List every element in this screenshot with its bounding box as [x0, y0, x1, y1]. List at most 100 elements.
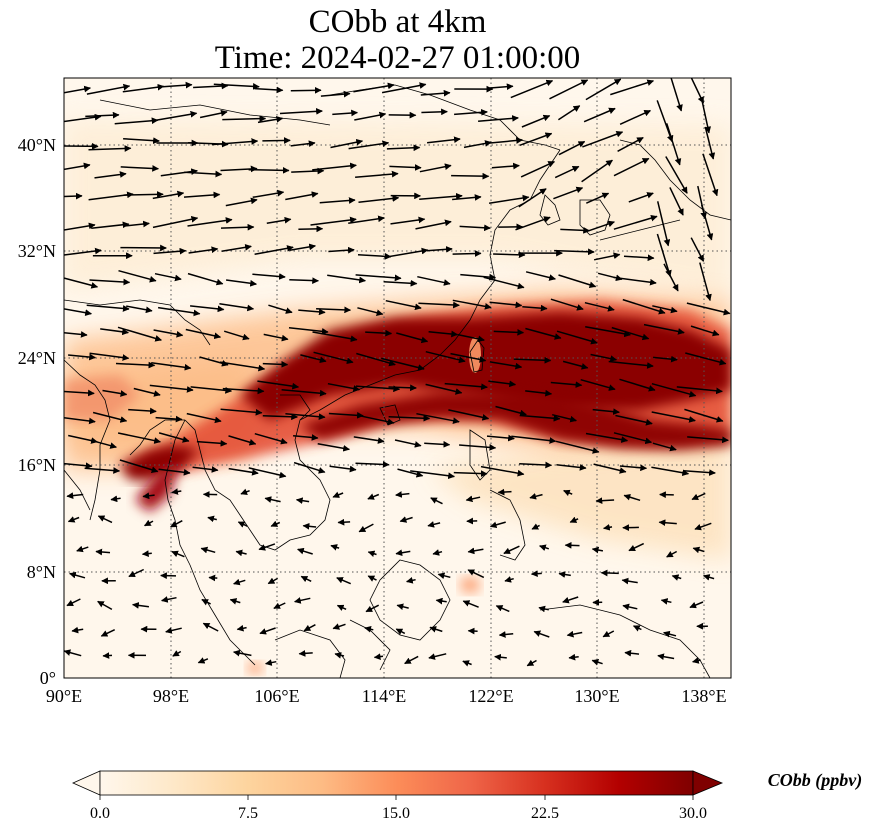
wind-vector-arrow [364, 625, 374, 633]
wind-vector-arrow [222, 115, 267, 123]
wind-vector-arrow [367, 575, 377, 582]
wind-vector-arrow [199, 109, 228, 119]
wind-vector-arrow [334, 652, 345, 659]
wind-vector-arrow [623, 254, 655, 262]
wind-vector-arrow [297, 547, 313, 555]
wind-vector-arrow [702, 153, 719, 197]
wind-vector-arrow [494, 653, 507, 661]
wind-vector-arrow [558, 274, 597, 289]
colorbar-title: CObb (ppbv) [767, 770, 863, 790]
wind-vector-arrow [300, 354, 327, 364]
wind-vector-arrow [384, 247, 429, 259]
wind-vector-arrow [120, 165, 159, 172]
colorbar-tick-label: 30.0 [679, 805, 707, 822]
wind-vector-arrow [64, 649, 82, 657]
wind-vector-arrow [652, 442, 677, 452]
wind-vector-arrow [590, 353, 618, 362]
wind-vector-arrow [158, 432, 190, 443]
wind-vector-arrow [262, 360, 289, 368]
wind-vector-arrow [285, 412, 326, 421]
wind-vector-arrow [520, 161, 556, 178]
wind-vector-arrow [651, 466, 690, 477]
wind-vector-arrow [424, 440, 451, 448]
wind-vector-arrow [435, 597, 447, 605]
wind-vector-arrow [603, 523, 613, 531]
wind-vector-arrow [530, 570, 542, 578]
wind-vector-arrow [585, 326, 631, 338]
wind-vector-arrow [373, 653, 384, 660]
colorbar-min-extend [72, 770, 101, 796]
wind-vector-arrow [100, 328, 129, 336]
wind-vector-arrow [394, 439, 422, 448]
wind-vector-arrow [353, 82, 395, 93]
wind-vector-arrow [225, 197, 258, 207]
wind-vector-arrow [221, 244, 252, 253]
wind-vector-arrow [676, 386, 723, 395]
wind-vector-arrow [666, 550, 678, 558]
wind-vector-arrow [355, 274, 402, 282]
wind-vector-arrow [141, 550, 152, 557]
wind-vector-arrow [554, 248, 595, 256]
wind-vector-arrow [480, 465, 525, 477]
wind-vector-arrow [288, 327, 329, 335]
wind-vector-arrow [519, 132, 553, 147]
wind-vector-arrow [88, 145, 132, 152]
wind-vector-arrow [252, 189, 285, 199]
wind-vector-arrow [154, 272, 182, 282]
wind-vector-arrow [302, 522, 317, 530]
wind-vector-arrow [467, 569, 485, 579]
wind-vector-arrow [285, 191, 319, 201]
wind-vector-arrow [669, 187, 684, 216]
wind-vector-arrow [503, 545, 520, 555]
wind-vector-arrow [219, 303, 255, 312]
wind-vector-arrow [327, 274, 366, 284]
wind-vector-arrow [233, 649, 252, 657]
wind-vector-arrow [165, 627, 182, 634]
wind-vector-arrow [153, 329, 184, 338]
wind-vector-arrow [660, 598, 672, 605]
wind-vector-arrow [298, 650, 313, 657]
wind-vector-arrow [268, 304, 293, 314]
wind-vector-arrow [153, 247, 187, 255]
colorbar-tick-label: 22.5 [531, 805, 559, 822]
wind-vector-arrow [289, 243, 316, 251]
wind-vector-arrow [617, 136, 644, 152]
wind-vector-arrow [264, 496, 281, 503]
wind-vector-arrow [396, 603, 409, 611]
wind-vector-arrow [489, 361, 523, 370]
wind-vector-arrow [329, 465, 357, 473]
wind-vector-arrow [593, 252, 621, 261]
wind-vector-arrow [76, 545, 89, 553]
wind-vector-arrow [622, 603, 638, 611]
wind-vector-arrow [454, 108, 488, 116]
wind-vector-arrow [580, 378, 616, 391]
wind-vector-arrow [254, 432, 288, 445]
wind-vector-arrow [397, 468, 424, 478]
wind-vector-arrow [420, 89, 451, 97]
wind-vector-arrow [332, 491, 344, 498]
map-panel [63, 77, 732, 679]
wind-vector-arrow [613, 157, 650, 177]
wind-vector-arrow [172, 650, 182, 657]
colorbar [72, 770, 724, 800]
wind-vector-arrow [64, 142, 99, 150]
wind-vector-arrow [564, 541, 580, 549]
wind-vector-arrow [584, 301, 615, 312]
wind-vector-arrow [190, 386, 233, 394]
wind-vector-arrow [518, 188, 547, 208]
wind-vector-arrow [132, 602, 149, 609]
wind-vector-arrow [289, 277, 319, 284]
wind-vector-arrow [628, 192, 654, 203]
wind-vector-arrow [248, 167, 290, 174]
wind-vector-arrow [585, 78, 622, 101]
wind-vector-arrow [348, 215, 385, 224]
wind-vector-arrow [71, 626, 84, 634]
wind-vector-arrow [663, 263, 679, 292]
wind-vector-arrow [298, 308, 326, 316]
wind-vector-arrow [171, 488, 182, 495]
wind-vector-arrow [123, 137, 160, 144]
lat-tick-label: 0° [39, 668, 56, 688]
wind-vector-arrow [425, 383, 463, 395]
wind-vector-arrow [478, 115, 519, 123]
wind-vector-arrow [566, 630, 583, 638]
